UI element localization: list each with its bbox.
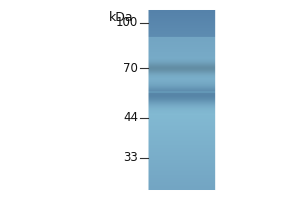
Text: 33: 33 (123, 151, 138, 164)
Text: kDa: kDa (109, 11, 133, 24)
Text: 100: 100 (116, 16, 138, 29)
Text: 70: 70 (123, 62, 138, 75)
Text: 44: 44 (123, 111, 138, 124)
